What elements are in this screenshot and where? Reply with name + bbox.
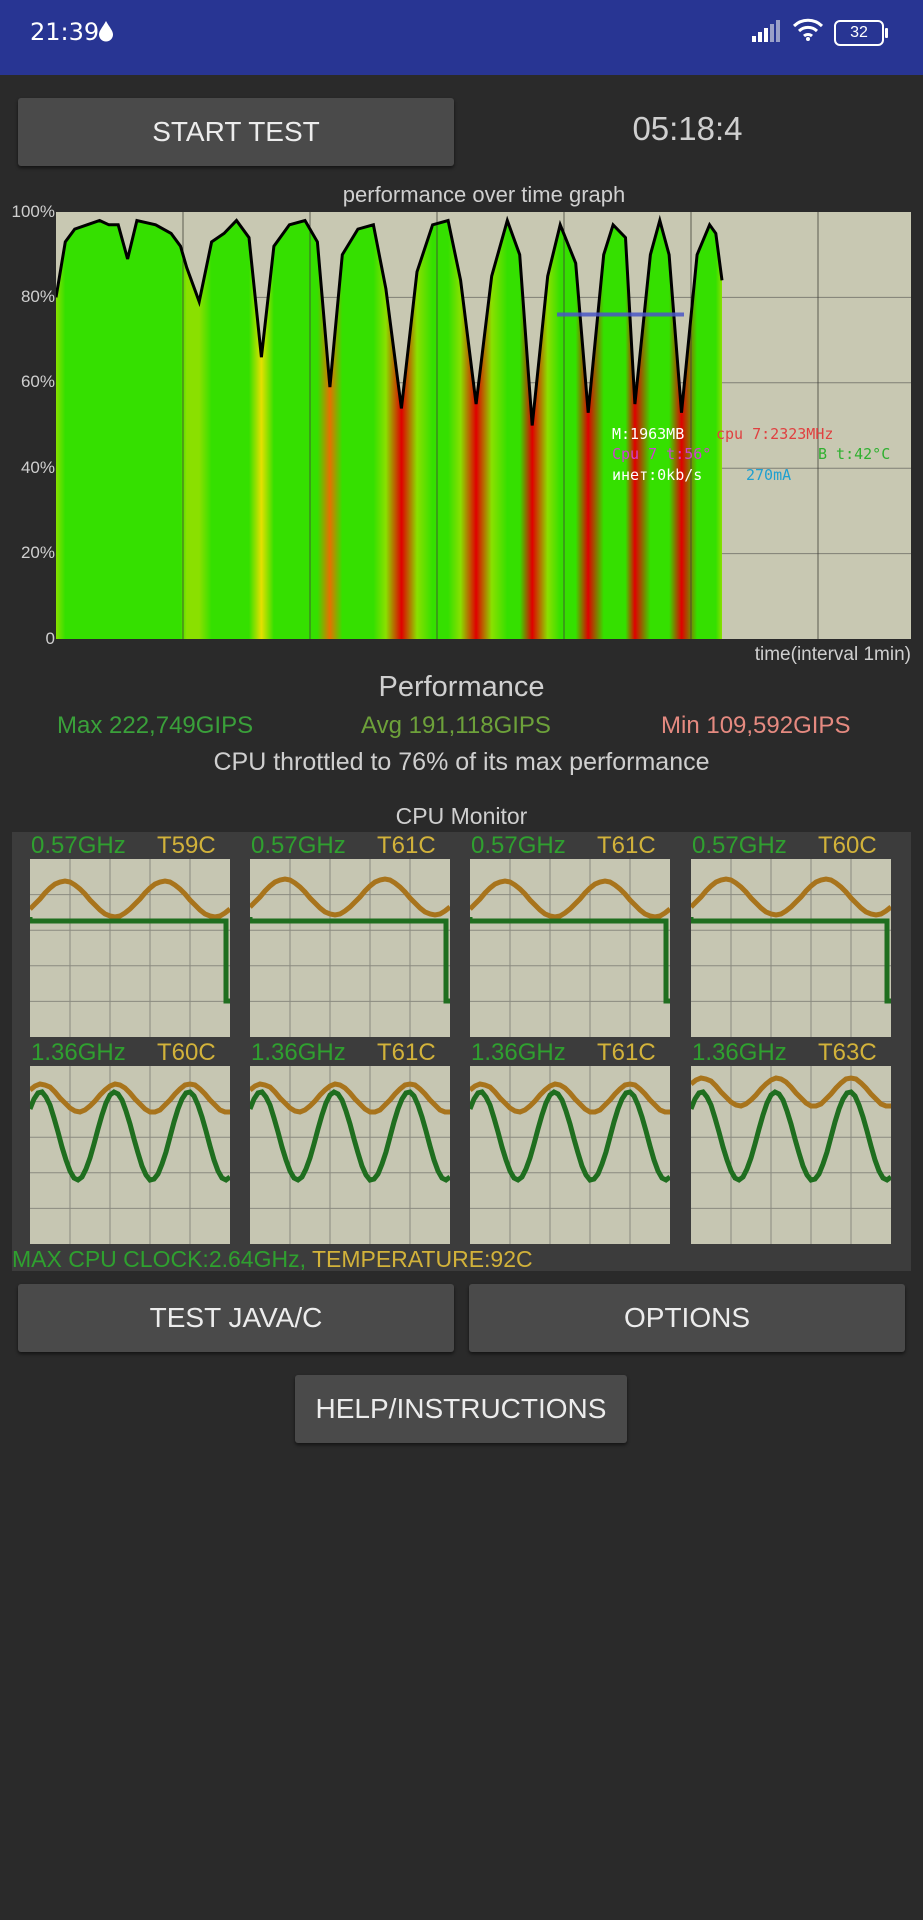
core-temperature: T61C — [377, 1039, 436, 1066]
core-temperature-line — [248, 1081, 450, 1115]
y-tick-label: 100% — [11, 202, 55, 221]
core-frequency-line — [467, 1089, 672, 1183]
core-temperature-line — [28, 1081, 230, 1115]
throttle-summary: CPU throttled to 76% of its max performa… — [213, 748, 710, 776]
status-time: 21:39 — [30, 18, 100, 46]
core-frequency: 1.36GHz — [31, 1039, 126, 1066]
core-temperature: T60C — [157, 1039, 216, 1066]
core-frequency: 0.57GHz — [692, 832, 787, 859]
battery-temp-readout: B t:42°C — [818, 445, 891, 463]
core-graph — [688, 1066, 893, 1244]
performance-line — [56, 214, 724, 426]
core-graph — [27, 859, 232, 1037]
core-temperature: T60C — [818, 832, 877, 859]
y-tick-label: 20% — [20, 543, 55, 562]
core-temperature-line — [468, 878, 672, 920]
core-graph — [27, 1066, 232, 1244]
core-graph — [467, 859, 672, 1037]
status-bar: 21:39 32 — [0, 0, 923, 75]
min-performance: Min 109,592GIPS — [661, 712, 851, 739]
core-frequency: 1.36GHz — [471, 1039, 566, 1066]
core-frequency-line — [467, 917, 670, 1004]
core-temperature: T61C — [597, 1039, 656, 1066]
x-axis-label: time(interval 1min) — [754, 644, 911, 665]
current-readout: 270mA — [746, 466, 792, 484]
core-graph — [467, 1066, 672, 1244]
core-frequency: 0.57GHz — [251, 832, 346, 859]
y-tick-label: 40% — [20, 458, 55, 477]
cpu-freq-readout: cpu 7:2323MHz — [716, 425, 834, 443]
options-button[interactable]: OPTIONS — [469, 1284, 905, 1352]
core-frequency-line — [247, 917, 450, 1004]
core-temperature: T59C — [157, 832, 216, 859]
core-temperature: T63C — [818, 1039, 877, 1066]
cpu-temp-readout: Cpu 7 t:56° — [612, 445, 712, 463]
y-tick-label: 60% — [20, 372, 55, 391]
performance-graph-canvas — [56, 212, 911, 639]
avg-performance: Avg 191,118GIPS — [361, 712, 551, 739]
cpu-monitor-heading: CPU Monitor — [395, 803, 528, 829]
wifi-icon — [792, 18, 824, 47]
max-cpu-summary: MAX CPU CLOCK:2.64GHz, TEMPERATURE:92C — [12, 1246, 533, 1273]
test-timer: 05:18:4 — [632, 110, 743, 147]
core-frequency-line — [27, 917, 230, 1004]
core-temperature-line — [689, 1075, 891, 1109]
core-temperature-line — [28, 878, 232, 920]
battery-icon: 32 — [834, 20, 888, 46]
core-graph — [247, 859, 452, 1037]
memory-readout: M:1963MB — [612, 425, 685, 443]
core-frequency-line — [27, 1089, 232, 1183]
y-tick-label: 80% — [20, 287, 55, 306]
net-readout: инет:0kb/s — [612, 466, 703, 484]
y-tick-label: 0 — [45, 629, 55, 648]
core-temperature-line — [468, 1081, 670, 1115]
graph-title: performance over time graph — [342, 182, 626, 207]
core-temperature-line — [248, 876, 452, 918]
drop-icon — [98, 20, 114, 47]
core-frequency: 0.57GHz — [31, 832, 126, 859]
core-frequency: 0.57GHz — [471, 832, 566, 859]
test-java-c-button[interactable]: TEST JAVA/C — [18, 1284, 454, 1352]
core-frequency: 1.36GHz — [692, 1039, 787, 1066]
signal-icon — [752, 20, 782, 47]
max-temperature: TEMPERATURE:92C — [311, 1246, 533, 1272]
core-temperature: T61C — [377, 832, 436, 859]
core-frequency-line — [688, 1089, 893, 1183]
help-instructions-button[interactable]: HELP/INSTRUCTIONS — [295, 1375, 627, 1443]
core-frequency-line — [688, 917, 891, 1004]
core-frequency-line — [247, 1089, 452, 1183]
max-cpu-clock: MAX CPU CLOCK:2.64GHz, — [12, 1246, 306, 1272]
performance-graph: M:1963MB cpu 7:2323MHz Cpu 7 t:56° B t:4… — [56, 212, 911, 639]
start-test-button[interactable]: START TEST — [18, 98, 454, 166]
core-temperature: T61C — [597, 832, 656, 859]
performance-heading: Performance — [378, 671, 545, 703]
core-frequency: 1.36GHz — [251, 1039, 346, 1066]
core-graph — [247, 1066, 452, 1244]
core-graph — [688, 859, 893, 1037]
core-temperature-line — [689, 876, 893, 918]
max-performance: Max 222,749GIPS — [57, 712, 254, 739]
